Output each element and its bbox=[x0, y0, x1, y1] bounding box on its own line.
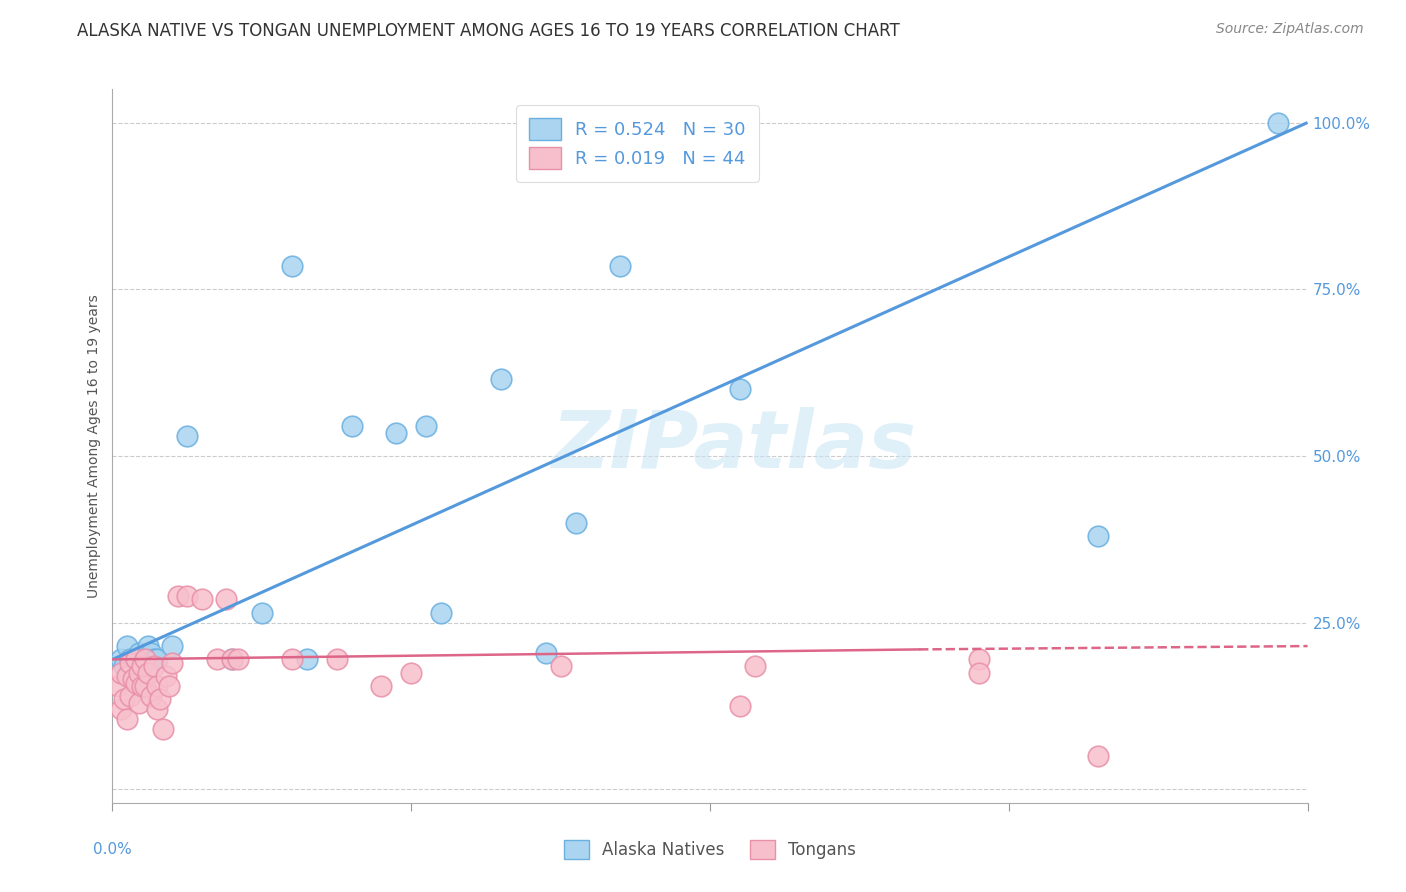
Point bbox=[128, 696, 150, 710]
Point bbox=[489, 372, 512, 386]
Point bbox=[122, 659, 145, 673]
Point bbox=[117, 669, 139, 683]
Point bbox=[167, 589, 190, 603]
Point bbox=[152, 723, 174, 737]
Point bbox=[141, 689, 163, 703]
Point bbox=[385, 425, 408, 440]
Point bbox=[221, 652, 243, 666]
Point bbox=[110, 665, 132, 680]
Point bbox=[250, 606, 273, 620]
Point bbox=[157, 679, 180, 693]
Point bbox=[1267, 115, 1289, 129]
Point bbox=[134, 679, 156, 693]
Point bbox=[728, 382, 751, 396]
Point bbox=[534, 646, 557, 660]
Point bbox=[120, 652, 142, 666]
Point bbox=[134, 652, 156, 666]
Point bbox=[120, 656, 142, 670]
Point bbox=[744, 659, 766, 673]
Point bbox=[370, 679, 392, 693]
Point bbox=[1087, 529, 1109, 543]
Point bbox=[401, 665, 423, 680]
Point bbox=[176, 589, 198, 603]
Point bbox=[114, 692, 135, 706]
Point bbox=[295, 652, 318, 666]
Text: Source: ZipAtlas.com: Source: ZipAtlas.com bbox=[1216, 22, 1364, 37]
Point bbox=[281, 652, 304, 666]
Text: ZIPatlas: ZIPatlas bbox=[551, 407, 917, 485]
Point bbox=[191, 592, 214, 607]
Point bbox=[141, 646, 163, 660]
Point bbox=[149, 692, 172, 706]
Point bbox=[125, 652, 148, 666]
Text: 0.0%: 0.0% bbox=[93, 842, 132, 857]
Point bbox=[176, 429, 198, 443]
Point bbox=[128, 665, 150, 680]
Point bbox=[340, 419, 363, 434]
Legend: Alaska Natives, Tongans: Alaska Natives, Tongans bbox=[557, 834, 863, 866]
Point bbox=[138, 639, 160, 653]
Text: ALASKA NATIVE VS TONGAN UNEMPLOYMENT AMONG AGES 16 TO 19 YEARS CORRELATION CHART: ALASKA NATIVE VS TONGAN UNEMPLOYMENT AMO… bbox=[77, 22, 900, 40]
Y-axis label: Unemployment Among Ages 16 to 19 years: Unemployment Among Ages 16 to 19 years bbox=[87, 294, 101, 598]
Point bbox=[967, 665, 990, 680]
Point bbox=[146, 679, 169, 693]
Point bbox=[122, 673, 145, 687]
Point bbox=[146, 702, 169, 716]
Point bbox=[728, 699, 751, 714]
Point bbox=[131, 659, 153, 673]
Point bbox=[415, 419, 437, 434]
Point bbox=[131, 679, 153, 693]
Point bbox=[125, 652, 148, 666]
Point bbox=[131, 659, 153, 673]
Point bbox=[430, 606, 453, 620]
Point bbox=[143, 659, 166, 673]
Point bbox=[215, 592, 238, 607]
Point bbox=[134, 652, 156, 666]
Point bbox=[143, 652, 166, 666]
Point bbox=[107, 679, 129, 693]
Point bbox=[117, 713, 139, 727]
Point bbox=[110, 702, 132, 716]
Point bbox=[1087, 749, 1109, 764]
Point bbox=[205, 652, 228, 666]
Point bbox=[146, 652, 169, 666]
Point bbox=[609, 259, 631, 273]
Point bbox=[325, 652, 347, 666]
Point bbox=[114, 659, 135, 673]
Point bbox=[155, 669, 177, 683]
Point bbox=[281, 259, 304, 273]
Point bbox=[110, 652, 132, 666]
Point bbox=[221, 652, 243, 666]
Point bbox=[120, 689, 142, 703]
Point bbox=[138, 665, 160, 680]
Point bbox=[117, 639, 139, 653]
Point bbox=[967, 652, 990, 666]
Point bbox=[162, 639, 183, 653]
Point bbox=[550, 659, 572, 673]
Point bbox=[564, 516, 586, 530]
Point bbox=[226, 652, 249, 666]
Point bbox=[125, 675, 148, 690]
Point bbox=[162, 656, 183, 670]
Point bbox=[128, 646, 150, 660]
